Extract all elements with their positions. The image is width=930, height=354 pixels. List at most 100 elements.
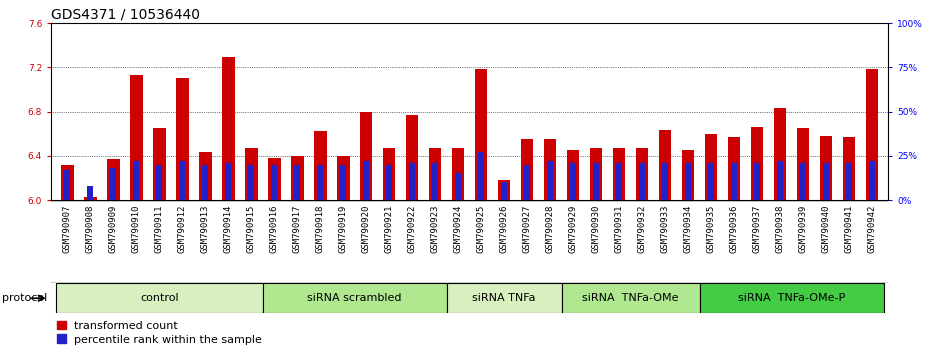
Bar xyxy=(452,148,464,200)
Bar xyxy=(731,163,737,200)
Text: GSM790926: GSM790926 xyxy=(499,204,509,252)
Text: GSM790919: GSM790919 xyxy=(339,204,348,252)
Bar xyxy=(870,161,875,200)
Bar xyxy=(111,168,116,200)
Bar xyxy=(179,161,185,200)
Bar xyxy=(262,283,446,313)
Text: GSM790940: GSM790940 xyxy=(821,204,830,252)
Bar xyxy=(364,161,369,200)
Text: GSM790932: GSM790932 xyxy=(638,204,646,252)
Bar xyxy=(547,161,553,200)
Bar xyxy=(245,148,258,200)
Text: GSM790911: GSM790911 xyxy=(154,204,164,252)
Bar xyxy=(268,158,281,200)
Bar xyxy=(662,163,668,200)
Bar xyxy=(386,165,392,200)
Bar xyxy=(751,127,764,200)
Bar xyxy=(294,165,300,200)
Text: GSM790914: GSM790914 xyxy=(224,204,232,252)
Text: control: control xyxy=(140,293,179,303)
Bar xyxy=(823,163,829,200)
Bar xyxy=(617,163,622,200)
Bar xyxy=(405,115,419,200)
Text: GSM790922: GSM790922 xyxy=(407,204,417,252)
Bar xyxy=(225,163,231,200)
Bar xyxy=(797,128,809,200)
Text: GSM790924: GSM790924 xyxy=(454,204,462,252)
Bar xyxy=(429,148,442,200)
Bar xyxy=(133,161,140,200)
Bar xyxy=(84,197,97,200)
Text: GSM790927: GSM790927 xyxy=(523,204,532,252)
Bar xyxy=(409,163,415,200)
Bar xyxy=(699,283,884,313)
Bar xyxy=(498,180,511,200)
Text: GSM790915: GSM790915 xyxy=(246,204,256,252)
Text: siRNA TNFa: siRNA TNFa xyxy=(472,293,536,303)
Bar xyxy=(846,163,852,200)
Text: GSM790933: GSM790933 xyxy=(660,204,670,252)
Bar xyxy=(819,136,832,200)
Bar xyxy=(317,165,323,200)
Bar xyxy=(130,75,142,200)
Bar xyxy=(754,163,760,200)
Bar xyxy=(56,283,262,313)
Text: GSM790929: GSM790929 xyxy=(568,204,578,252)
Bar xyxy=(709,163,714,200)
Bar xyxy=(501,182,507,200)
Bar xyxy=(544,139,556,200)
Bar xyxy=(383,148,395,200)
Text: GSM790938: GSM790938 xyxy=(776,204,785,252)
Text: GSM790920: GSM790920 xyxy=(362,204,371,252)
Bar xyxy=(272,165,277,200)
Bar xyxy=(360,112,373,200)
Text: GDS4371 / 10536440: GDS4371 / 10536440 xyxy=(51,8,200,22)
Bar xyxy=(61,165,73,200)
Bar xyxy=(432,163,438,200)
Bar xyxy=(478,152,484,200)
Text: GSM790923: GSM790923 xyxy=(431,204,440,252)
Text: GSM790910: GSM790910 xyxy=(132,204,140,252)
Bar xyxy=(222,57,234,200)
Text: GSM790930: GSM790930 xyxy=(591,204,601,252)
Text: GSM790925: GSM790925 xyxy=(477,204,485,252)
Bar xyxy=(658,130,671,200)
Text: GSM790931: GSM790931 xyxy=(615,204,624,252)
Bar xyxy=(705,134,717,200)
Bar xyxy=(291,156,303,200)
Bar xyxy=(456,173,461,200)
Bar xyxy=(639,163,645,200)
Bar xyxy=(562,283,699,313)
Bar xyxy=(590,148,603,200)
Text: GSM790913: GSM790913 xyxy=(201,204,209,252)
Bar xyxy=(613,148,626,200)
Text: GSM790941: GSM790941 xyxy=(844,204,854,252)
Text: siRNA  TNFa-OMe: siRNA TNFa-OMe xyxy=(582,293,679,303)
Bar xyxy=(313,131,326,200)
Bar xyxy=(340,165,346,200)
Text: GSM790928: GSM790928 xyxy=(546,204,554,252)
Text: protocol: protocol xyxy=(2,293,47,303)
Bar xyxy=(728,137,740,200)
Bar xyxy=(800,163,806,200)
Legend: transformed count, percentile rank within the sample: transformed count, percentile rank withi… xyxy=(57,321,262,344)
Text: GSM790907: GSM790907 xyxy=(62,204,72,252)
Bar xyxy=(682,150,695,200)
Bar xyxy=(521,139,534,200)
Bar xyxy=(525,165,530,200)
Bar xyxy=(87,186,93,200)
Bar xyxy=(203,165,208,200)
Bar xyxy=(64,170,70,200)
Text: GSM790935: GSM790935 xyxy=(707,204,715,252)
Text: GSM790917: GSM790917 xyxy=(293,204,301,252)
Bar xyxy=(843,137,856,200)
Bar xyxy=(446,283,562,313)
Text: GSM790912: GSM790912 xyxy=(178,204,187,252)
Text: GSM790916: GSM790916 xyxy=(270,204,279,252)
Bar xyxy=(685,163,691,200)
Bar xyxy=(199,153,211,200)
Bar xyxy=(153,128,166,200)
Text: GSM790908: GSM790908 xyxy=(86,204,95,252)
Text: GSM790942: GSM790942 xyxy=(868,204,877,252)
Text: GSM790936: GSM790936 xyxy=(730,204,738,252)
